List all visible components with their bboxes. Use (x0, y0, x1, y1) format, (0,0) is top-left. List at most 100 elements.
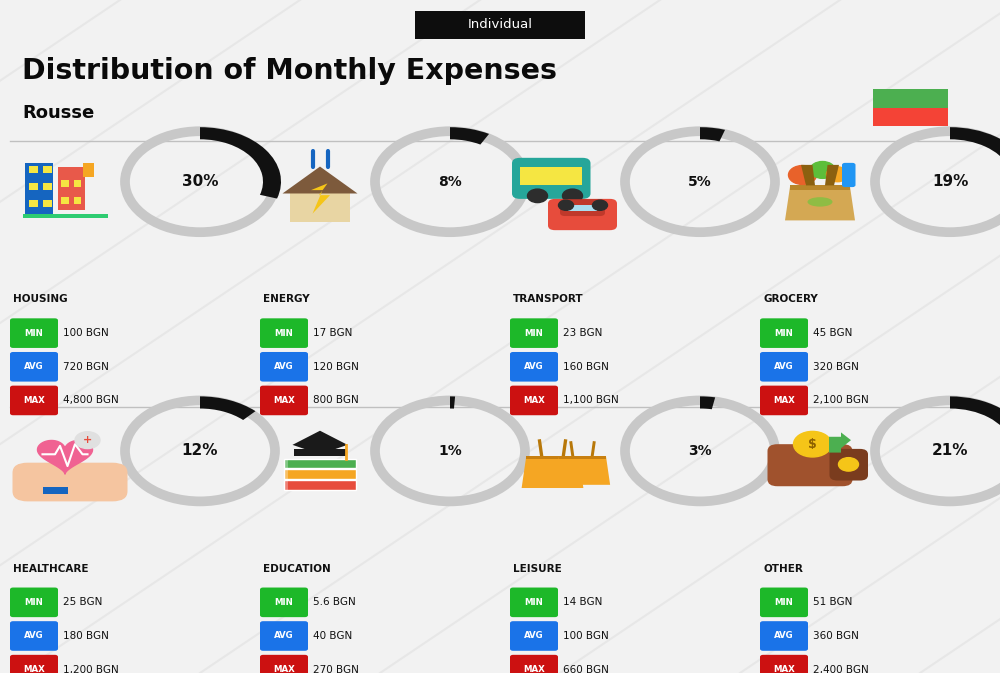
Text: MAX: MAX (273, 665, 295, 673)
Text: 25 BGN: 25 BGN (63, 598, 102, 607)
FancyBboxPatch shape (284, 470, 356, 479)
Text: 40 BGN: 40 BGN (313, 631, 352, 641)
FancyBboxPatch shape (510, 655, 558, 673)
Wedge shape (450, 396, 455, 409)
Text: MIN: MIN (775, 598, 793, 607)
Text: 160 BGN: 160 BGN (563, 362, 609, 371)
FancyBboxPatch shape (10, 386, 58, 415)
FancyBboxPatch shape (74, 197, 81, 203)
Text: 21%: 21% (932, 444, 968, 458)
FancyBboxPatch shape (284, 481, 356, 490)
FancyBboxPatch shape (294, 448, 346, 456)
Text: EDUCATION: EDUCATION (263, 564, 331, 573)
Ellipse shape (808, 197, 832, 207)
Circle shape (75, 432, 100, 448)
Polygon shape (311, 184, 330, 214)
FancyBboxPatch shape (510, 588, 558, 617)
FancyBboxPatch shape (558, 167, 582, 185)
Text: 19%: 19% (932, 174, 968, 189)
Text: HEALTHCARE: HEALTHCARE (13, 564, 88, 573)
Text: MAX: MAX (273, 396, 295, 405)
FancyBboxPatch shape (512, 158, 590, 199)
FancyBboxPatch shape (23, 214, 108, 218)
Polygon shape (283, 167, 358, 194)
Wedge shape (200, 396, 255, 420)
FancyBboxPatch shape (260, 588, 308, 617)
Wedge shape (700, 127, 725, 141)
Text: AVG: AVG (274, 631, 294, 641)
Circle shape (562, 189, 582, 203)
FancyBboxPatch shape (82, 164, 94, 177)
Text: AVG: AVG (774, 362, 794, 371)
Text: 8%: 8% (438, 175, 462, 188)
Text: MIN: MIN (775, 328, 793, 338)
FancyBboxPatch shape (10, 655, 58, 673)
Text: 5%: 5% (688, 175, 712, 188)
Text: 320 BGN: 320 BGN (813, 362, 859, 371)
FancyBboxPatch shape (260, 655, 308, 673)
FancyBboxPatch shape (29, 166, 38, 173)
Circle shape (592, 201, 608, 211)
FancyBboxPatch shape (29, 182, 38, 190)
Text: MAX: MAX (773, 396, 795, 405)
Circle shape (826, 167, 848, 182)
FancyBboxPatch shape (768, 444, 852, 486)
Text: AVG: AVG (274, 362, 294, 371)
Text: 720 BGN: 720 BGN (63, 362, 109, 371)
FancyBboxPatch shape (58, 167, 85, 210)
Text: 3%: 3% (688, 444, 712, 458)
Wedge shape (450, 127, 489, 145)
Text: GROCERY: GROCERY (763, 295, 818, 304)
FancyBboxPatch shape (74, 180, 81, 187)
Text: MAX: MAX (523, 665, 545, 673)
Text: 45 BGN: 45 BGN (813, 328, 852, 338)
FancyBboxPatch shape (29, 199, 38, 207)
Polygon shape (785, 187, 855, 221)
FancyBboxPatch shape (539, 167, 563, 185)
Text: ENERGY: ENERGY (263, 295, 310, 304)
FancyBboxPatch shape (760, 318, 808, 348)
Text: 5.6 BGN: 5.6 BGN (313, 598, 356, 607)
Polygon shape (829, 432, 851, 453)
FancyBboxPatch shape (260, 386, 308, 415)
FancyBboxPatch shape (760, 621, 808, 651)
Text: 270 BGN: 270 BGN (313, 665, 359, 673)
FancyBboxPatch shape (43, 182, 52, 190)
Circle shape (794, 431, 832, 457)
FancyBboxPatch shape (260, 318, 308, 348)
Text: $: $ (808, 437, 817, 451)
Wedge shape (700, 396, 715, 409)
Text: 800 BGN: 800 BGN (313, 396, 359, 405)
Polygon shape (825, 165, 839, 186)
FancyBboxPatch shape (510, 318, 558, 348)
Text: 100 BGN: 100 BGN (563, 631, 609, 641)
Text: 360 BGN: 360 BGN (813, 631, 859, 641)
Text: MAX: MAX (23, 665, 45, 673)
Text: MIN: MIN (275, 598, 293, 607)
Circle shape (810, 162, 835, 178)
Text: MIN: MIN (25, 328, 43, 338)
FancyBboxPatch shape (568, 205, 596, 211)
FancyBboxPatch shape (520, 167, 544, 185)
Text: 30%: 30% (182, 174, 218, 189)
FancyBboxPatch shape (760, 588, 808, 617)
FancyBboxPatch shape (526, 456, 579, 459)
FancyBboxPatch shape (260, 352, 308, 382)
Text: 1,200 BGN: 1,200 BGN (63, 665, 119, 673)
FancyBboxPatch shape (760, 386, 808, 415)
FancyBboxPatch shape (284, 459, 356, 468)
FancyBboxPatch shape (10, 352, 58, 382)
FancyBboxPatch shape (10, 621, 58, 651)
FancyBboxPatch shape (284, 481, 288, 490)
Polygon shape (555, 456, 610, 485)
Text: AVG: AVG (24, 631, 44, 641)
Text: Individual: Individual (468, 18, 532, 32)
FancyBboxPatch shape (829, 449, 868, 481)
FancyBboxPatch shape (559, 456, 606, 459)
FancyBboxPatch shape (760, 352, 808, 382)
Text: 120 BGN: 120 BGN (313, 362, 359, 371)
Text: AVG: AVG (774, 631, 794, 641)
FancyBboxPatch shape (548, 199, 617, 230)
FancyBboxPatch shape (13, 463, 128, 501)
Polygon shape (38, 441, 92, 474)
